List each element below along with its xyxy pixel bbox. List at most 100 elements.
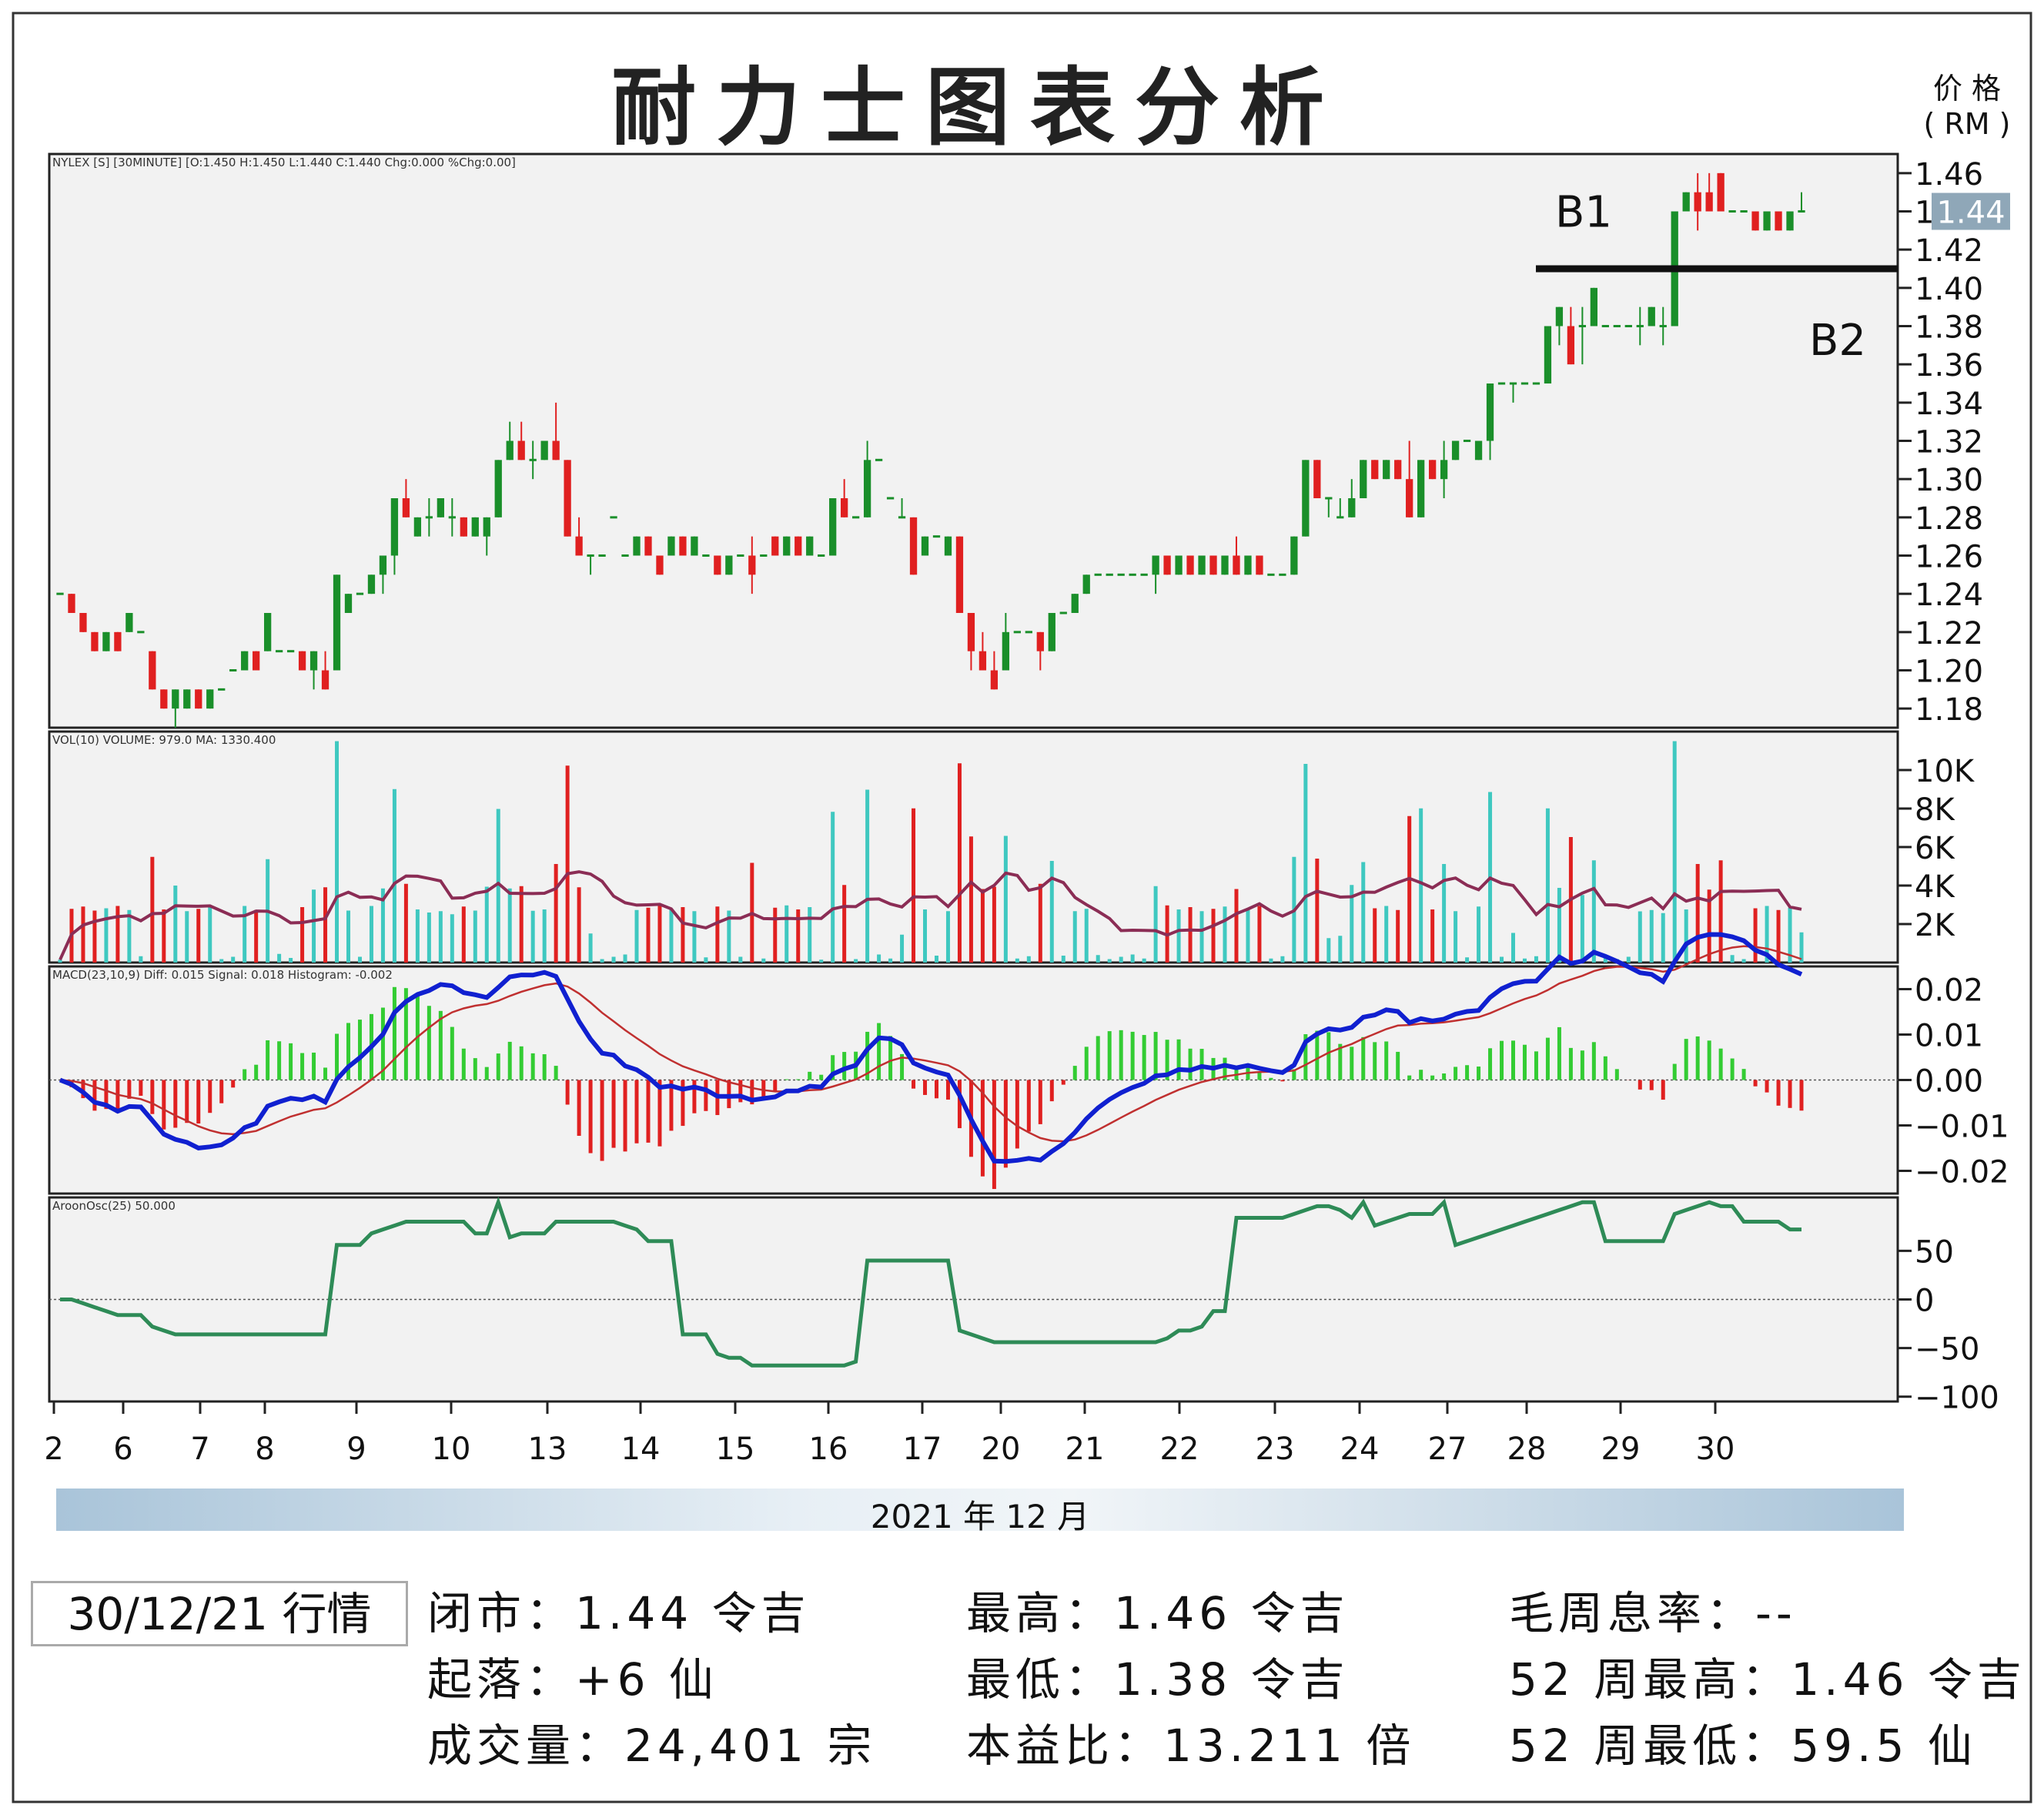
volume-bar	[127, 909, 132, 963]
candle	[344, 594, 353, 613]
candle	[1325, 497, 1333, 517]
candle-body	[540, 440, 548, 460]
volume-bar	[1350, 885, 1354, 963]
candle-body	[1163, 555, 1171, 575]
volume-bar	[369, 906, 373, 963]
candle-body	[79, 613, 87, 632]
candle	[68, 594, 75, 613]
volume-bar	[1234, 889, 1239, 963]
volume-bar	[669, 909, 674, 963]
candle-body	[321, 670, 330, 690]
volume-bar	[196, 909, 201, 963]
macd-histogram-bar	[1741, 1069, 1746, 1080]
volume-bar	[1373, 908, 1377, 963]
volume-bar	[634, 909, 639, 963]
candle	[714, 555, 721, 575]
volume-bar	[1119, 956, 1123, 963]
macd-histogram-bar	[842, 1052, 847, 1080]
candle	[1428, 460, 1437, 480]
candle	[494, 460, 502, 517]
candle	[1383, 460, 1390, 480]
candle	[506, 421, 514, 460]
candle	[748, 536, 756, 594]
macd-histogram-bar	[461, 1048, 466, 1080]
macd-ytick-label: −0.01	[1915, 1110, 2009, 1145]
macd-histogram-bar	[473, 1058, 477, 1080]
macd-histogram-bar	[1684, 1039, 1688, 1080]
candle	[367, 574, 376, 594]
x-tick-label: 29	[1601, 1432, 1641, 1467]
volume-bar	[900, 934, 905, 963]
macd-histogram-bar	[1614, 1069, 1619, 1080]
candle-body	[483, 517, 490, 537]
price-info: NYLEX [S] [30MINUTE] [O:1.450 H:1.450 L:…	[52, 156, 516, 169]
aroon-ytick-label: −50	[1915, 1332, 1979, 1368]
aroon-line	[60, 1196, 1801, 1368]
candle-body	[1198, 555, 1206, 575]
volume-bar	[1465, 957, 1470, 963]
volume-bar	[1223, 906, 1227, 963]
candle	[1406, 440, 1413, 517]
macd-histogram-bar	[646, 1080, 651, 1143]
candle	[1360, 460, 1367, 498]
x-tick-label: 8	[255, 1432, 274, 1467]
volume-bar	[1107, 959, 1112, 963]
macd-histogram-bar	[1488, 1048, 1493, 1080]
volume-bar	[784, 905, 789, 963]
stat-52w-low: 52 周最低：59.5 仙	[1509, 1720, 1977, 1772]
candle	[321, 651, 330, 690]
candle	[160, 689, 168, 709]
macd-histogram-bar	[496, 1053, 500, 1080]
candle-body	[909, 517, 918, 575]
month-label: 2021 年 12 月	[870, 1498, 1090, 1535]
x-tick-label: 20	[982, 1432, 1021, 1467]
candle	[172, 689, 179, 728]
candle-body	[1360, 460, 1367, 498]
candle	[633, 536, 641, 556]
candle	[402, 479, 410, 517]
volume-bar	[1534, 956, 1538, 963]
macd-histogram-bar	[1661, 1080, 1665, 1100]
candle-body	[1555, 306, 1564, 326]
candle	[79, 613, 87, 632]
candle-body	[125, 613, 133, 632]
x-axis: 2 6 7 8 9 10 13 14 15 16 17 20 21 22 23 24 27 28 29 30	[44, 1401, 1735, 1467]
x-tick-label: 10	[432, 1432, 471, 1467]
candle-body	[1313, 460, 1321, 498]
volume-bar	[185, 911, 189, 963]
candle	[1209, 555, 1217, 575]
macd-histogram-bar	[773, 1080, 778, 1091]
volume-bar	[1142, 958, 1146, 963]
candle	[1221, 555, 1229, 575]
candle-body	[921, 536, 929, 556]
volume-bar	[139, 956, 143, 963]
candle	[437, 498, 444, 517]
macd-histogram-bar	[957, 1080, 962, 1129]
macd-histogram-bar	[1672, 1063, 1677, 1080]
volume-bar	[1442, 864, 1447, 963]
macd-histogram-bar	[1257, 1073, 1262, 1080]
volume-bar	[773, 907, 778, 963]
macd-histogram-bar	[1649, 1080, 1654, 1090]
volume-bar	[415, 909, 420, 963]
macd-histogram-bar	[1407, 1075, 1412, 1080]
candle	[1163, 555, 1171, 575]
macd-histogram-bar	[1234, 1066, 1239, 1080]
macd-histogram-bar	[1061, 1080, 1065, 1085]
candle	[1036, 631, 1044, 671]
macd-histogram-bar	[1015, 1080, 1019, 1149]
candle	[413, 517, 422, 537]
candle-body	[714, 555, 721, 575]
volume-bar	[1419, 808, 1423, 963]
candle	[309, 651, 318, 690]
volume-bar	[565, 765, 570, 963]
x-tick-label: 15	[716, 1432, 755, 1467]
candle	[333, 574, 341, 671]
macd-histogram-bar	[266, 1040, 270, 1080]
candle	[771, 536, 779, 556]
volume-bar	[1661, 913, 1665, 963]
macd-histogram-bar	[81, 1080, 85, 1099]
price-ytick-label: 1.38	[1915, 310, 1983, 346]
candle-body	[1002, 631, 1010, 671]
